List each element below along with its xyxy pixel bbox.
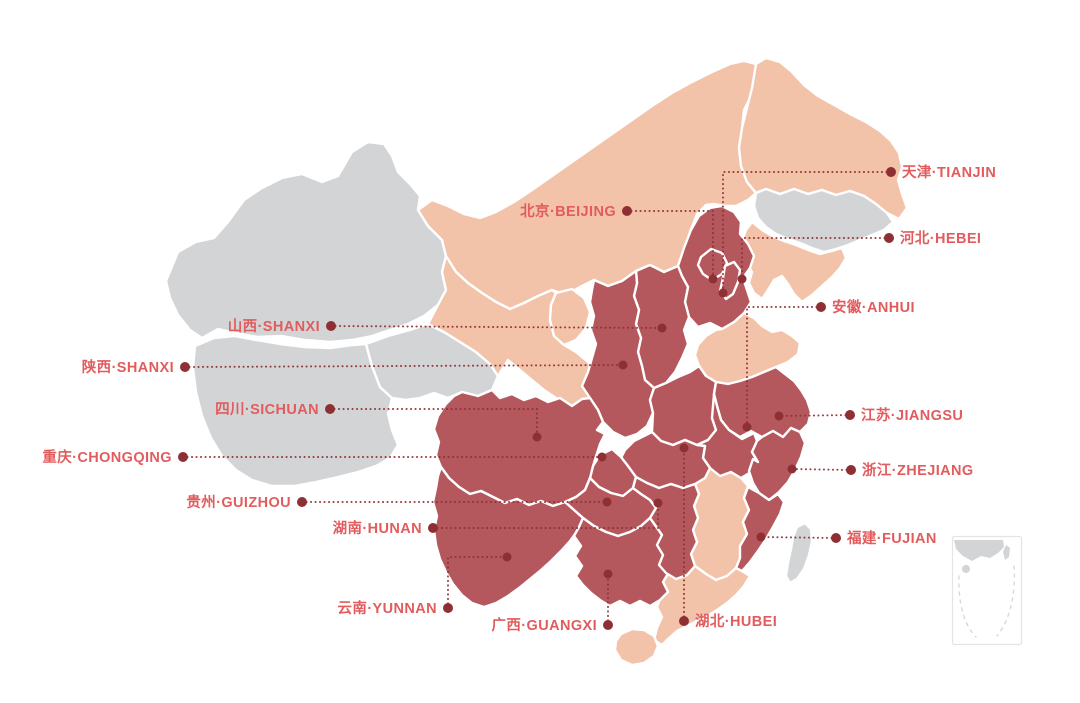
- connector-zhejiang: [791, 468, 852, 471]
- province-zhejiang: [747, 426, 807, 502]
- province-jilin: [752, 187, 895, 254]
- province-hunan: [631, 475, 701, 581]
- connector-shanxi: [330, 325, 663, 329]
- connector-sichuan: [329, 408, 538, 438]
- province-anchor-dots: [502, 274, 797, 579]
- inset-border: [951, 535, 1023, 646]
- province-guangxi: [572, 516, 671, 608]
- anchor-dot-hunan: [653, 498, 663, 508]
- anchor-dot-jiangsu: [774, 411, 784, 421]
- anchor-dot-tianjin: [718, 288, 728, 298]
- province-yunnan: [431, 465, 585, 609]
- anchor-dot-guangxi: [603, 569, 613, 579]
- label-shaanxi: 陕西·SHANXI: [82, 358, 174, 376]
- province-tibet: [191, 334, 400, 488]
- anchor-dot-anhui: [742, 422, 752, 432]
- label-dot-guangxi: [603, 620, 613, 630]
- label-dot-tianjin: [886, 167, 896, 177]
- label-sichuan: 四川·SICHUAN: [215, 402, 319, 418]
- province-xinjiang: [164, 140, 448, 344]
- province-labels: 天津·TIANJIN 北京·BEIJING 河北·HEBEI 山西·SHANXI…: [42, 163, 996, 634]
- connector-fujian: [760, 536, 837, 539]
- anchor-dot-sichuan: [532, 432, 542, 442]
- anchor-dot-shanxi: [657, 323, 667, 333]
- label-anhui: 安徽·ANHUI: [832, 298, 915, 316]
- label-jiangsu: 江苏·JIANGSU: [861, 406, 963, 424]
- south-china-sea-inset: [951, 535, 1023, 646]
- connector-jiangsu: [778, 414, 851, 417]
- label-dot-shaanxi: [180, 362, 190, 372]
- label-dot-chongqing: [178, 452, 188, 462]
- label-hebei: 河北·HEBEI: [900, 229, 981, 247]
- province-shapes: [164, 56, 909, 667]
- label-guizhou: 贵州·GUIZHOU: [186, 493, 291, 511]
- anchor-dot-fujian: [756, 532, 766, 542]
- label-dot-fujian: [831, 533, 841, 543]
- label-chongqing: 重庆·CHONGQING: [42, 448, 172, 466]
- anchor-dot-beijing: [708, 274, 718, 284]
- label-dot-hubei: [679, 616, 689, 626]
- anchor-dot-zhejiang: [787, 464, 797, 474]
- label-dot-shanxi: [326, 321, 336, 331]
- label-fujian: 福建·FUJIAN: [846, 529, 937, 547]
- label-dot-hunan: [428, 523, 438, 533]
- label-tianjin: 天津·TIANJIN: [902, 163, 996, 181]
- province-anhui: [695, 392, 760, 480]
- label-shanxi: 山西·SHANXI: [228, 318, 320, 335]
- label-dot-jiangsu: [845, 410, 855, 420]
- label-dot-beijing: [622, 206, 632, 216]
- label-hunan: 湖南·HUNAN: [333, 519, 422, 537]
- anchor-dot-hubei: [679, 443, 689, 453]
- anchor-dot-yunnan: [502, 552, 512, 562]
- label-dot-hebei: [884, 233, 894, 243]
- label-yunnan: 云南·YUNNAN: [338, 599, 437, 617]
- inset-nine-dash-line: [958, 565, 1016, 638]
- connector-beijing: [626, 210, 714, 280]
- anchor-dot-hebei: [737, 274, 747, 284]
- connector-anhui: [746, 306, 822, 428]
- province-hainan: [613, 627, 660, 667]
- province-taiwan: [784, 521, 814, 585]
- anchor-dot-guizhou: [602, 497, 612, 507]
- label-dot-sichuan: [325, 404, 335, 414]
- label-zhejiang: 浙江·ZHEJIANG: [862, 461, 974, 479]
- connector-hunan: [432, 502, 659, 529]
- label-dot-zhejiang: [846, 465, 856, 475]
- province-ningxia: [548, 287, 592, 347]
- label-dot-yunnan: [443, 603, 453, 613]
- anchor-dot-shaanxi: [618, 360, 628, 370]
- anchor-dot-chongqing: [597, 452, 607, 462]
- label-guangxi: 广西·GUANGXI: [492, 616, 598, 634]
- inset-hainan: [962, 565, 970, 573]
- label-connectors: [182, 171, 892, 626]
- province-shaanxi: [580, 269, 656, 440]
- connector-yunnan: [447, 556, 508, 609]
- connector-shaanxi: [184, 364, 624, 368]
- label-dot-anhui: [816, 302, 826, 312]
- connector-hebei: [741, 237, 890, 280]
- province-guangdong: [652, 564, 752, 647]
- label-dot-guizhou: [297, 497, 307, 507]
- label-hubei: 湖北·HUBEI: [695, 613, 777, 630]
- province-fujian: [734, 485, 786, 573]
- label-beijing: 北京·BEIJING: [520, 202, 616, 220]
- inset-taiwan: [1003, 545, 1010, 560]
- inset-coastline: [954, 540, 1004, 561]
